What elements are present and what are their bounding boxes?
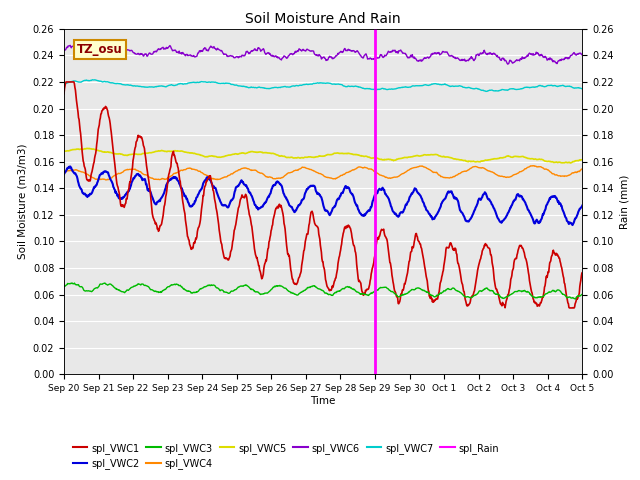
spl_VWC4 xyxy=(465,167,472,173)
spl_VWC5 xyxy=(270,151,278,156)
spl_VWC2 xyxy=(579,203,586,208)
spl_VWC6 xyxy=(504,61,511,67)
spl_VWC3 xyxy=(60,283,68,289)
spl_VWC7 xyxy=(417,83,424,89)
Line: spl_VWC6: spl_VWC6 xyxy=(64,45,582,64)
spl_VWC4 xyxy=(417,163,424,169)
spl_VWC1 xyxy=(417,241,424,247)
spl_VWC4 xyxy=(60,170,68,176)
spl_VWC1 xyxy=(60,91,68,96)
spl_VWC5 xyxy=(83,145,91,151)
spl_VWC6 xyxy=(417,58,424,63)
Line: spl_VWC4: spl_VWC4 xyxy=(64,166,582,180)
spl_VWC1 xyxy=(270,213,278,218)
spl_VWC1 xyxy=(114,183,122,189)
Line: spl_VWC5: spl_VWC5 xyxy=(64,148,582,163)
spl_VWC3 xyxy=(114,287,122,292)
spl_VWC6 xyxy=(60,48,68,53)
spl_VWC3 xyxy=(417,286,424,292)
spl_VWC6 xyxy=(289,52,297,58)
spl_VWC3 xyxy=(465,294,472,300)
spl_VWC3 xyxy=(289,290,297,296)
spl_VWC2 xyxy=(569,222,577,228)
spl_VWC4 xyxy=(529,163,536,168)
spl_VWC1 xyxy=(289,276,297,282)
spl_VWC7 xyxy=(60,81,68,86)
spl_VWC3 xyxy=(270,284,278,289)
spl_VWC7 xyxy=(465,84,472,90)
Y-axis label: Soil Moisture (m3/m3): Soil Moisture (m3/m3) xyxy=(17,144,27,259)
spl_VWC7 xyxy=(89,77,97,83)
spl_VWC1 xyxy=(566,305,573,311)
spl_VWC6 xyxy=(579,52,586,58)
spl_VWC3 xyxy=(101,280,109,286)
spl_VWC3 xyxy=(579,291,586,297)
spl_VWC7 xyxy=(289,83,297,89)
spl_VWC4 xyxy=(474,165,482,170)
spl_VWC5 xyxy=(566,160,574,166)
spl_VWC1 xyxy=(62,79,70,85)
spl_VWC5 xyxy=(114,151,122,157)
spl_VWC5 xyxy=(60,148,68,154)
spl_VWC5 xyxy=(417,153,424,159)
Line: spl_VWC2: spl_VWC2 xyxy=(64,167,582,225)
spl_VWC5 xyxy=(474,159,482,165)
spl_VWC6 xyxy=(465,57,472,63)
spl_VWC7 xyxy=(114,81,122,86)
spl_VWC4 xyxy=(270,176,278,182)
spl_VWC5 xyxy=(465,158,472,164)
spl_VWC1 xyxy=(465,302,472,308)
Text: TZ_osu: TZ_osu xyxy=(77,43,123,56)
spl_VWC2 xyxy=(67,164,74,169)
Legend: spl_VWC1, spl_VWC2, spl_VWC3, spl_VWC4, spl_VWC5, spl_VWC6, spl_VWC7, spl_Rain: spl_VWC1, spl_VWC2, spl_VWC3, spl_VWC4, … xyxy=(69,439,503,473)
spl_VWC3 xyxy=(572,296,579,302)
spl_VWC5 xyxy=(579,157,586,163)
spl_VWC7 xyxy=(579,86,586,92)
Line: spl_VWC3: spl_VWC3 xyxy=(64,283,582,299)
spl_VWC2 xyxy=(289,207,297,213)
spl_VWC6 xyxy=(114,43,122,49)
spl_VWC2 xyxy=(465,219,472,225)
spl_VWC4 xyxy=(102,177,110,183)
Line: spl_VWC1: spl_VWC1 xyxy=(64,82,582,308)
spl_VWC2 xyxy=(60,171,68,177)
spl_VWC2 xyxy=(270,182,278,188)
spl_VWC7 xyxy=(482,88,490,94)
spl_VWC5 xyxy=(289,155,297,161)
Line: spl_VWC7: spl_VWC7 xyxy=(64,80,582,91)
spl_VWC4 xyxy=(579,166,586,171)
spl_VWC2 xyxy=(474,198,482,204)
spl_VWC7 xyxy=(270,84,278,90)
spl_VWC2 xyxy=(417,193,424,199)
spl_VWC2 xyxy=(114,193,122,199)
spl_VWC6 xyxy=(270,54,278,60)
spl_VWC6 xyxy=(474,51,482,57)
spl_VWC7 xyxy=(474,86,482,92)
spl_VWC4 xyxy=(289,168,297,174)
spl_VWC6 xyxy=(78,42,86,48)
spl_VWC3 xyxy=(474,290,482,296)
Y-axis label: Rain (mm): Rain (mm) xyxy=(620,174,629,229)
Title: Soil Moisture And Rain: Soil Moisture And Rain xyxy=(245,12,401,26)
spl_VWC1 xyxy=(474,265,482,271)
spl_VWC4 xyxy=(114,171,122,177)
X-axis label: Time: Time xyxy=(310,396,336,406)
spl_VWC1 xyxy=(579,270,586,276)
